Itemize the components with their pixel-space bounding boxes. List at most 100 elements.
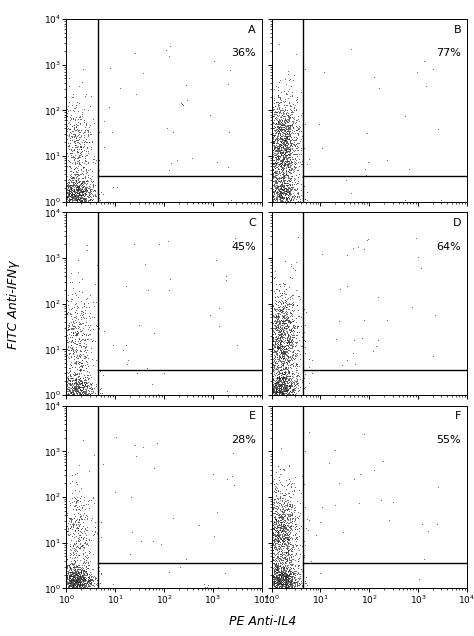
Point: [80, 556, 88, 566]
Point: [277, 583, 285, 593]
Point: [73, 326, 81, 336]
Point: [292, 139, 300, 149]
Point: [281, 529, 289, 539]
Point: [75, 157, 82, 167]
Point: [283, 579, 290, 590]
Point: [273, 556, 280, 567]
Point: [283, 520, 291, 530]
Point: [288, 349, 295, 359]
Point: [79, 570, 86, 581]
Point: [276, 583, 283, 593]
Point: [275, 566, 283, 576]
Point: [284, 351, 292, 361]
Point: [295, 291, 303, 301]
Point: [284, 125, 292, 135]
Point: [74, 583, 82, 593]
Point: [268, 303, 275, 313]
Point: [282, 381, 290, 391]
Point: [268, 104, 275, 114]
Point: [288, 343, 295, 354]
Point: [71, 383, 79, 393]
Point: [283, 185, 291, 195]
Point: [277, 377, 285, 387]
Point: [280, 136, 288, 146]
Point: [276, 532, 283, 542]
Point: [79, 330, 86, 340]
Point: [65, 174, 73, 184]
Point: [68, 195, 76, 205]
Point: [286, 577, 294, 587]
Point: [66, 370, 74, 380]
Point: [274, 577, 282, 587]
Point: [65, 560, 73, 570]
Point: [72, 323, 80, 333]
Point: [275, 377, 283, 387]
Point: [268, 305, 276, 315]
Point: [276, 522, 283, 532]
Point: [71, 567, 79, 577]
Point: [279, 548, 286, 558]
Point: [283, 576, 291, 586]
Point: [70, 581, 77, 591]
Point: [294, 129, 301, 139]
Point: [284, 139, 292, 149]
Point: [72, 182, 80, 192]
Point: [63, 301, 70, 312]
Point: [272, 390, 279, 400]
Point: [295, 124, 303, 134]
Point: [70, 390, 78, 400]
Point: [272, 134, 279, 144]
Point: [280, 323, 287, 333]
Point: [284, 112, 292, 122]
Point: [268, 136, 275, 146]
Point: [73, 569, 80, 579]
Point: [284, 575, 292, 585]
Point: [82, 572, 90, 583]
Point: [80, 186, 87, 196]
Point: [268, 538, 275, 548]
Point: [297, 583, 304, 593]
Point: [280, 308, 288, 319]
Point: [283, 121, 291, 131]
Point: [270, 312, 277, 322]
Point: [274, 85, 282, 95]
Point: [272, 383, 280, 393]
Point: [275, 509, 283, 519]
Point: [268, 186, 275, 196]
Point: [63, 379, 70, 389]
Point: [281, 581, 289, 591]
Point: [386, 515, 393, 525]
Point: [83, 142, 91, 152]
Point: [273, 575, 280, 585]
Point: [268, 197, 275, 207]
Point: [73, 359, 80, 369]
Point: [276, 197, 284, 207]
Point: [277, 384, 285, 394]
Point: [70, 185, 78, 195]
Point: [268, 578, 275, 588]
Point: [280, 380, 287, 391]
Point: [276, 332, 283, 342]
Point: [73, 329, 81, 340]
Point: [74, 533, 82, 543]
Point: [275, 509, 283, 520]
Point: [73, 574, 80, 584]
Point: [63, 383, 70, 393]
Point: [268, 270, 275, 280]
Point: [278, 580, 286, 590]
Point: [277, 537, 284, 547]
Point: [279, 361, 287, 371]
Point: [278, 583, 285, 593]
Point: [280, 180, 288, 190]
Point: [73, 579, 81, 589]
Point: [289, 135, 297, 145]
Point: [271, 494, 279, 504]
Point: [63, 583, 70, 593]
Point: [277, 513, 285, 523]
Point: [268, 389, 275, 399]
Point: [78, 581, 86, 591]
Point: [88, 129, 95, 139]
Point: [64, 191, 71, 201]
Point: [281, 128, 288, 139]
Point: [282, 475, 290, 485]
